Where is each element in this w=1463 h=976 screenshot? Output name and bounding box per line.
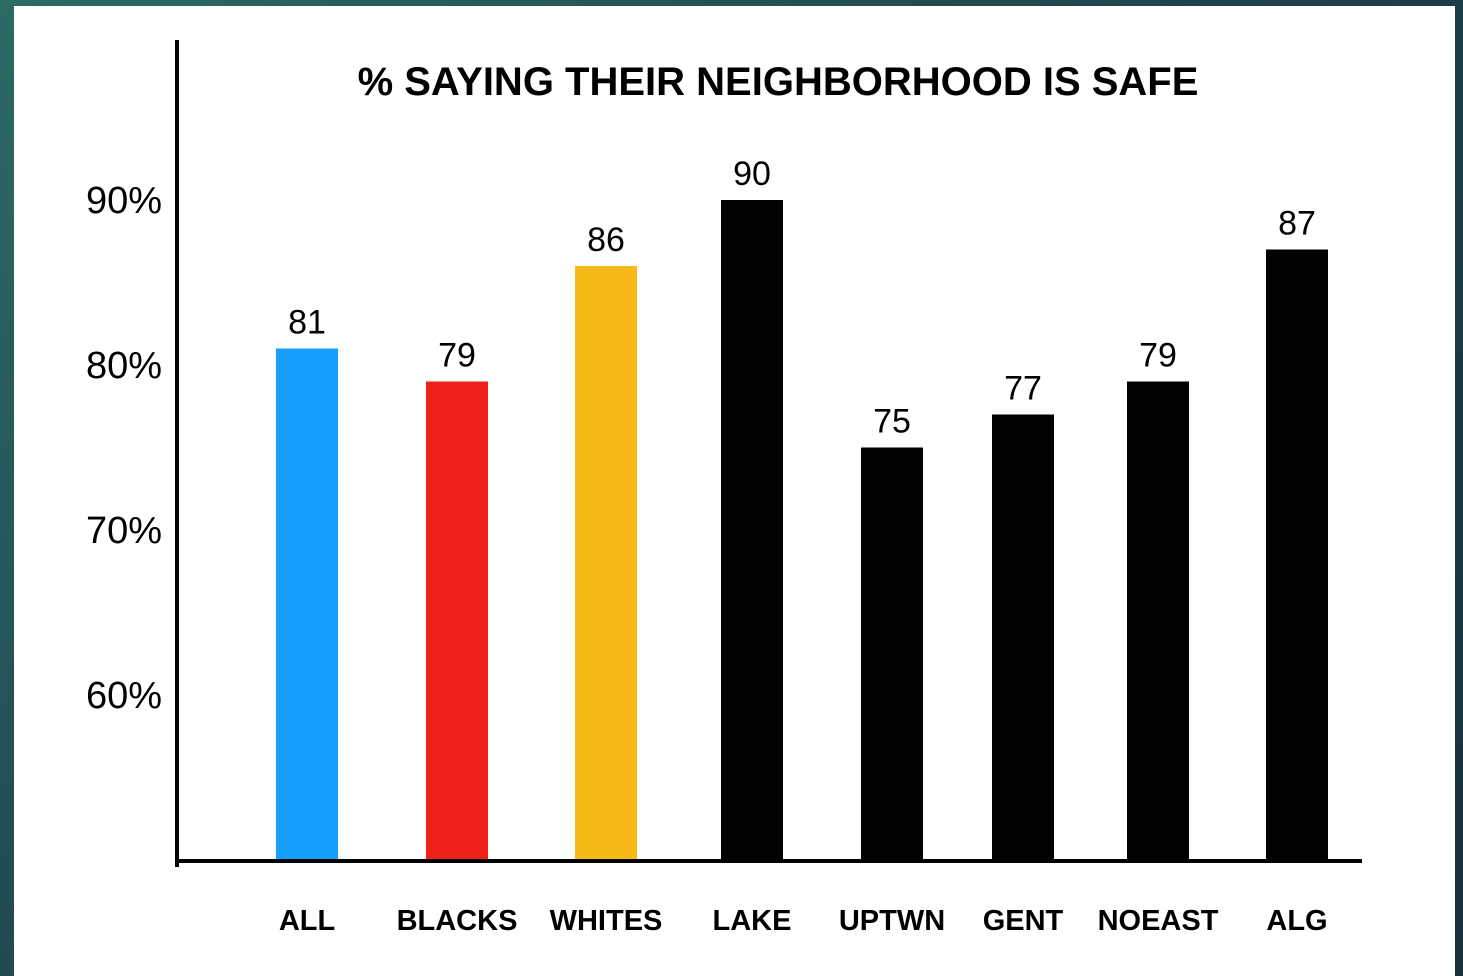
y-tick-label-70: 70% xyxy=(86,510,162,552)
x-tick-label-whites: WHITES xyxy=(550,905,663,937)
data-label-gent: 77 xyxy=(1004,370,1042,408)
data-label-blacks: 79 xyxy=(438,337,476,375)
bar-noeast xyxy=(1127,381,1189,861)
data-labels-group: 81 79 86 90 75 77 79 87 xyxy=(288,155,1316,441)
data-label-alg: 87 xyxy=(1278,205,1316,243)
bar-blacks xyxy=(426,381,488,861)
bar-whites xyxy=(575,266,637,861)
bar-gent xyxy=(992,414,1054,861)
y-tick-label-60: 60% xyxy=(86,675,162,717)
bar-uptwn xyxy=(861,447,923,861)
x-tick-label-noeast: NOEAST xyxy=(1098,905,1219,937)
x-ticks-group: ALL BLACKS WHITES LAKE UPTWN GENT NOEAST ALG xyxy=(279,905,1328,937)
data-label-lake: 90 xyxy=(733,155,771,193)
x-tick-label-lake: LAKE xyxy=(713,905,792,937)
x-tick-label-blacks: BLACKS xyxy=(397,905,518,937)
y-ticks-group: 90% 80% 70% 60% xyxy=(86,180,162,717)
data-label-whites: 86 xyxy=(587,221,625,259)
bars-group xyxy=(276,200,1328,861)
bar-all xyxy=(276,348,338,861)
x-tick-label-all: ALL xyxy=(279,905,335,937)
data-label-uptwn: 75 xyxy=(873,403,911,441)
bar-alg xyxy=(1266,249,1328,861)
x-tick-label-alg: ALG xyxy=(1266,905,1327,937)
x-tick-label-uptwn: UPTWN xyxy=(839,905,945,937)
data-label-all: 81 xyxy=(288,304,326,342)
y-tick-label-80: 80% xyxy=(86,345,162,387)
y-tick-label-90: 90% xyxy=(86,180,162,222)
data-label-noeast: 79 xyxy=(1139,337,1177,375)
x-tick-label-gent: GENT xyxy=(983,905,1064,937)
chart-title: % SAYING THEIR NEIGHBORHOOD IS SAFE xyxy=(358,60,1199,104)
bar-lake xyxy=(721,200,783,861)
